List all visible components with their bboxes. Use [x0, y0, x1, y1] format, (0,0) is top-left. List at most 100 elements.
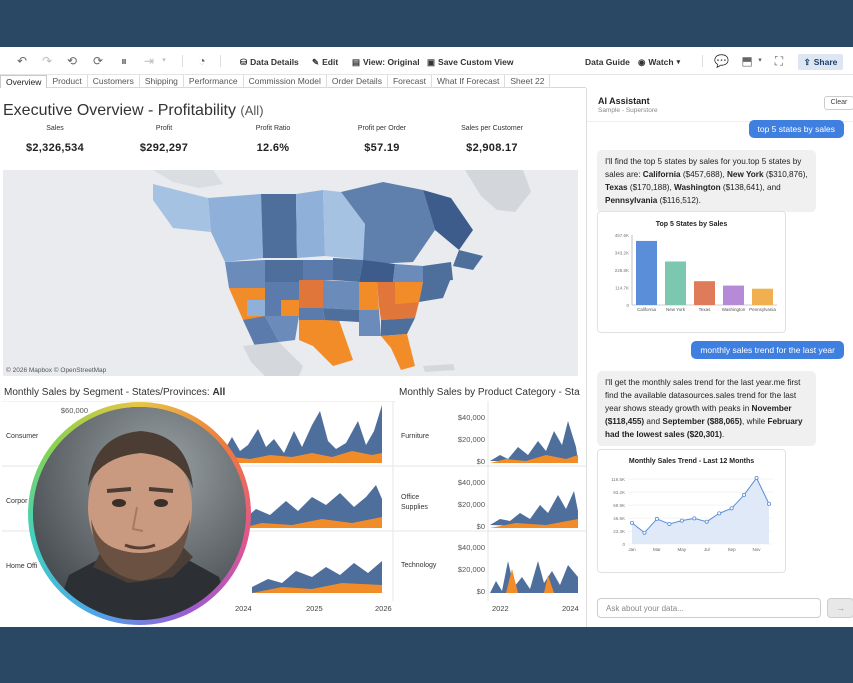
database-icon: ⛁ [240, 56, 248, 67]
state-shape [423, 262, 453, 282]
forward-icon[interactable]: ⇥ [143, 54, 155, 68]
bar-california [636, 240, 657, 305]
segment-label-corporate: Corpor [6, 498, 28, 505]
clear-button[interactable]: Clear [824, 96, 853, 110]
face [88, 441, 192, 573]
view-original-button[interactable]: ▤ View: Original [352, 55, 420, 69]
province-shape [423, 190, 473, 250]
edit-icon: ✎ [312, 56, 320, 67]
ytick-label: 0 [626, 303, 629, 308]
tab-performance[interactable]: Performance [184, 75, 244, 88]
trend-point-mar [654, 516, 659, 521]
kpi-label: Profit Ratio [255, 125, 291, 132]
watch-label: Watch [648, 57, 674, 67]
data-details-button[interactable]: ⛁ Data Details [240, 55, 299, 69]
category-ytick: $40,000 [457, 478, 485, 487]
tab-customers[interactable]: Customers [88, 75, 140, 88]
kpi-value: $2,908.17 [466, 142, 518, 154]
xtick-label: Jul [704, 547, 710, 552]
technology-orange-area [506, 569, 554, 593]
kpi-label: Profit [155, 125, 173, 132]
page-title-filter: (All) [240, 103, 264, 118]
trend-area [632, 478, 769, 544]
tab-commission-model[interactable]: Commission Model [244, 75, 327, 88]
kpi-label: Sales [46, 125, 64, 132]
nose [131, 506, 144, 532]
province-shape [296, 190, 325, 258]
state-shape [381, 318, 415, 336]
refresh-icon[interactable]: ⟳ [92, 54, 104, 68]
left-eyebrow [106, 487, 132, 493]
profit-map[interactable]: © 2026 Mapbox © OpenStreetMap [3, 170, 578, 376]
send-button[interactable]: → [827, 598, 853, 618]
state-shape [395, 282, 423, 306]
tab-shipping[interactable]: Shipping [140, 75, 184, 88]
category-ytick: $40,000 [457, 543, 485, 552]
trend-point-dec [766, 501, 771, 506]
island-shape [423, 364, 455, 372]
arctic-land-shape [153, 170, 223, 188]
province-shape [208, 194, 263, 262]
undo-icon[interactable]: ↶ [16, 54, 28, 68]
xtick-label: May [678, 547, 687, 552]
tab-order-details[interactable]: Order Details [327, 75, 388, 88]
tab-what-if-forecast[interactable]: What If Forecast [432, 75, 506, 88]
ask-input[interactable]: Ask about your data... [597, 598, 821, 618]
revert-icon[interactable]: ⟲ [66, 54, 78, 68]
ai-subtitle: Sample - Superstore [598, 107, 658, 114]
edit-label: Edit [322, 57, 339, 67]
kpi-sales: Sales $2,326,534 [0, 125, 110, 154]
trend-point-feb [642, 530, 647, 535]
left-eye [112, 499, 126, 507]
state-shape [265, 316, 299, 342]
edit-button[interactable]: ✎ Edit [312, 55, 338, 69]
state-shape [299, 280, 323, 308]
redo-icon[interactable]: ↷ [41, 54, 53, 68]
trend-point-jul [704, 519, 709, 524]
kpi-profit: Profit $292,297 [109, 125, 219, 154]
page-title: Executive Overview - Profitability (All) [3, 102, 264, 120]
furniture-orange-area [490, 455, 578, 463]
segment-xtick: 2024 [235, 604, 252, 613]
data-details-label: Data Details [250, 57, 299, 67]
tab-forecast[interactable]: Forecast [388, 75, 433, 88]
state-shape [323, 280, 359, 310]
ai-header: AI Assistant Sample - Superstore Clear [587, 88, 853, 122]
tab-product[interactable]: Product [47, 75, 88, 88]
comment-icon[interactable]: 💬 [714, 54, 729, 68]
state-shape [381, 334, 415, 370]
technology-area [490, 561, 578, 593]
ytick-label: 0 [622, 542, 625, 547]
watch-button[interactable]: ◉ Watch ▾ [638, 55, 680, 69]
ytick-label: 228.8K [615, 268, 629, 273]
chart-title: Top 5 States by Sales [655, 221, 728, 228]
tab-sheet-22[interactable]: Sheet 22 [505, 75, 551, 88]
fullscreen-icon[interactable]: ⛶ [774, 54, 784, 68]
category-ytick: $40,000 [457, 413, 485, 422]
metrics-icon[interactable]: ◔ [198, 54, 206, 68]
trend-point-oct [742, 492, 747, 497]
share-icon: ⇪ [803, 56, 811, 67]
category-xtick: 2024 [562, 604, 579, 613]
ytick-label: 116.5K [611, 477, 625, 482]
consumer-area [212, 405, 382, 463]
ytick-label: 343.2K [615, 251, 629, 256]
xtick-label: Sep [728, 547, 737, 552]
category-chart-title: Monthly Sales by Product Category - Sta [399, 387, 580, 398]
save-custom-view-label: Save Custom View [438, 57, 514, 67]
state-shape [393, 264, 423, 282]
data-guide-button[interactable]: Data Guide [585, 55, 630, 69]
download-icon[interactable]: ⬒ [741, 54, 753, 68]
bar-texas [694, 281, 715, 305]
chart-title: Monthly Sales Trend - Last 12 Months [628, 458, 755, 465]
category-label-office-supplies: Office Supplies [401, 494, 428, 511]
map-svg [153, 170, 531, 376]
ai-assistant-panel: AI Assistant Sample - Superstore Clear t… [586, 88, 853, 627]
segment-label-consumer: Consumer [6, 433, 39, 440]
pause-icon[interactable]: ⏸ [120, 54, 127, 68]
tab-overview[interactable]: Overview [0, 75, 48, 88]
share-button[interactable]: ⇪ Share [798, 54, 843, 70]
trend-point-nov [754, 476, 759, 481]
save-custom-view-button[interactable]: ▣ Save Custom View [427, 55, 513, 69]
ytick-label: 69.9K [613, 503, 625, 508]
